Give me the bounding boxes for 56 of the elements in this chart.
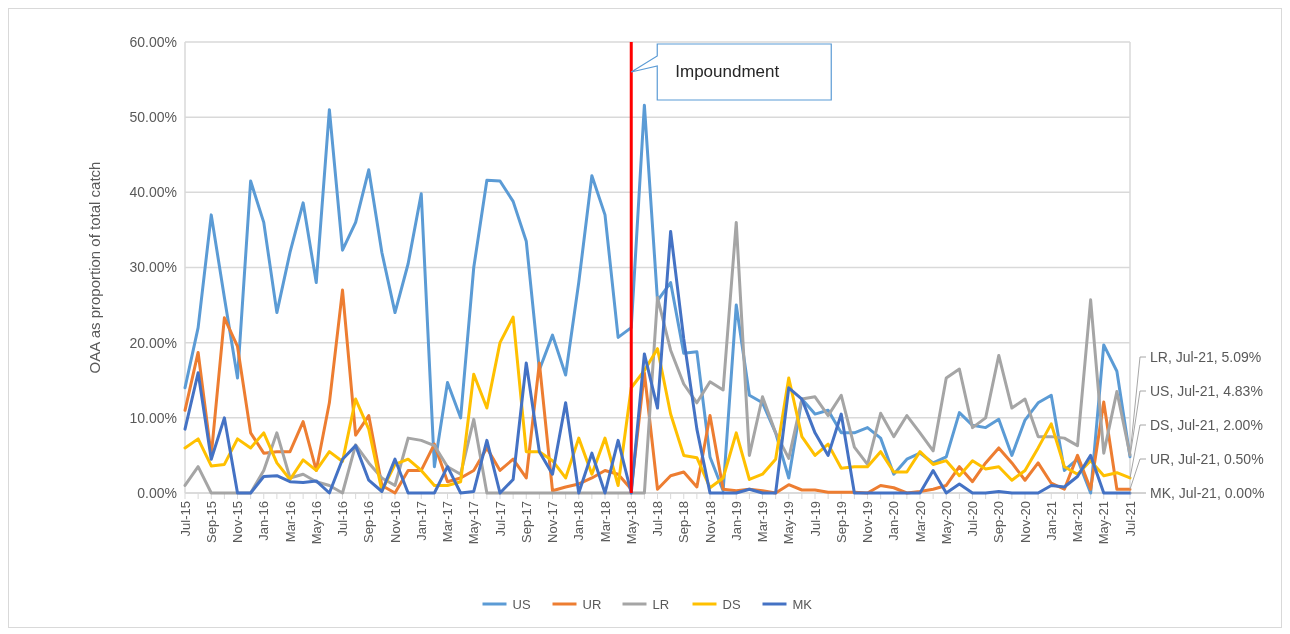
x-tick-label: Nov-16: [387, 501, 403, 543]
x-tick-label: Sep-16: [361, 501, 377, 543]
x-tick-label: Sep-18: [676, 501, 692, 543]
x-tick-label: Mar-18: [597, 501, 613, 543]
annotation: US, Jul-21, 4.83%: [1150, 382, 1263, 399]
legend-label: LR: [652, 596, 670, 612]
y-tick-label: 60.00%: [129, 33, 177, 50]
x-tick-label: May-16: [308, 501, 324, 545]
x-tick-label: Jul-20: [965, 501, 981, 537]
annotation: DS, Jul-21, 2.00%: [1150, 416, 1263, 433]
x-tick-label: Nov-20: [1017, 501, 1033, 543]
x-tick-label: Jul-15: [177, 501, 193, 537]
x-tick-label: Nov-18: [702, 501, 718, 543]
x-tick-label: Nov-17: [545, 501, 561, 543]
annotation: LR, Jul-21, 5.09%: [1150, 348, 1262, 365]
annotation: UR, Jul-21, 0.50%: [1150, 450, 1264, 467]
x-tick-label: Jul-17: [492, 501, 508, 537]
x-tick-label: Sep-19: [833, 501, 849, 543]
x-tick-label: Mar-20: [912, 501, 928, 543]
legend-label: DS: [722, 596, 741, 612]
x-tick-label: Sep-15: [203, 501, 219, 543]
x-tick-label: Nov-19: [860, 501, 876, 543]
x-tick-label: Jan-17: [413, 501, 429, 541]
x-tick-label: Jul-16: [335, 501, 351, 537]
x-tick-label: Jul-19: [807, 501, 823, 537]
legend-label: US: [512, 596, 531, 612]
legend-label: MK: [792, 596, 813, 612]
y-tick-label: 30.00%: [129, 259, 177, 276]
x-tick-label: Jan-18: [571, 501, 587, 541]
x-tick-label: May-18: [623, 501, 639, 545]
y-tick-label: 0.00%: [137, 484, 177, 501]
x-tick-label: Mar-21: [1070, 501, 1086, 543]
x-tick-label: Mar-19: [755, 501, 771, 543]
x-tick-label: Jul-18: [650, 501, 666, 537]
x-tick-label: May-19: [781, 501, 797, 545]
x-tick-label: Mar-17: [440, 501, 456, 543]
y-tick-label: 50.00%: [129, 109, 177, 126]
y-axis-title: OAA as proportion of total catch: [86, 161, 103, 374]
x-tick-label: Jul-21: [1122, 501, 1138, 537]
y-tick-label: 40.00%: [129, 184, 177, 201]
x-tick-label: May-21: [1096, 501, 1112, 545]
y-tick-label: 20.00%: [129, 334, 177, 351]
x-tick-label: Nov-15: [230, 501, 246, 543]
x-tick-label: May-17: [466, 501, 482, 545]
y-tick-label: 10.00%: [129, 409, 177, 426]
x-tick-label: Jan-20: [886, 501, 902, 541]
x-tick-label: Jan-21: [1043, 501, 1059, 541]
legend-label: UR: [582, 596, 602, 612]
x-tick-label: Mar-16: [282, 501, 298, 543]
ref-line-label: Impoundment: [675, 61, 780, 81]
annotation: MK, Jul-21, 0.00%: [1150, 484, 1265, 501]
x-tick-label: Sep-17: [518, 501, 534, 543]
x-tick-label: Sep-20: [991, 501, 1007, 543]
x-tick-label: Jan-19: [728, 501, 744, 541]
x-tick-label: Jan-16: [256, 501, 272, 541]
x-tick-label: May-20: [938, 501, 954, 545]
